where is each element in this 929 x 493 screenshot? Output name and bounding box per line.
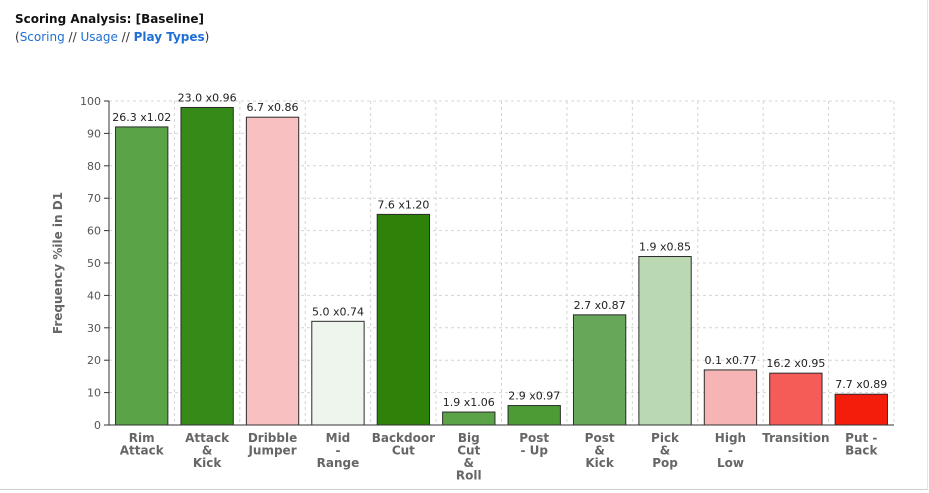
y-tick-label: 80 (87, 160, 101, 173)
x-tick-label: Attack (120, 444, 165, 458)
view-nav: (Scoring // Usage // Play Types) (15, 28, 209, 46)
data-label: 7.6 x1.20 (377, 198, 429, 211)
bar (703, 369, 758, 426)
chart-header: Scoring Analysis: [Baseline] (Scoring //… (15, 10, 209, 46)
x-tick-label: Kick (193, 456, 223, 470)
y-tick-label: 70 (87, 192, 101, 205)
data-label: 1.9 x0.85 (639, 241, 691, 254)
x-tick-label: Pick (651, 431, 680, 445)
y-tick-label: 90 (87, 127, 101, 140)
y-tick-label: 0 (94, 419, 101, 432)
x-tick-label: - Up (520, 444, 548, 458)
x-tick-label: & (464, 456, 474, 470)
x-tick-label: Kick (585, 456, 615, 470)
bar (834, 393, 888, 426)
bar (572, 314, 627, 426)
bar (507, 405, 561, 426)
x-tick-label: Low (717, 456, 744, 470)
bar (115, 126, 169, 426)
data-label: 5.0 x0.74 (312, 305, 364, 318)
x-tick-label: & (202, 444, 212, 458)
y-tick-label: 40 (87, 289, 101, 302)
x-tick-label: Roll (456, 469, 482, 483)
x-tick-label: Dribble (248, 431, 297, 445)
data-label: 16.2 x0.95 (766, 357, 825, 370)
y-tick-label: 10 (87, 387, 101, 400)
x-tick-label: Mid (326, 431, 351, 445)
x-tick-label: Big (458, 431, 480, 445)
y-axis-title: Frequency %ile in D1 (51, 192, 65, 334)
x-tick-label: Rim (129, 431, 155, 445)
x-tick-label: Cut (392, 444, 415, 458)
x-tick-label: - (335, 444, 340, 458)
x-tick-label: Post (585, 431, 615, 445)
x-tick-label: Cut (457, 444, 480, 458)
x-tick-label: Post (519, 431, 549, 445)
nav-link-play-types[interactable]: Play Types (133, 30, 205, 44)
nav-open-paren: ( (15, 30, 20, 44)
nav-separator: // (64, 30, 81, 44)
bar (311, 320, 365, 426)
bar (442, 411, 496, 426)
x-tick-label: Back (845, 444, 878, 458)
x-tick-label: Transition (762, 431, 829, 445)
nav-separator: // (117, 30, 134, 44)
data-label: 23.0 x0.96 (178, 91, 237, 104)
x-tick-label: Backdoor (372, 431, 435, 445)
nav-link-scoring[interactable]: Scoring (19, 30, 65, 44)
bar (245, 116, 300, 426)
data-label: 2.7 x0.87 (574, 299, 626, 312)
data-label: 0.1 x0.77 (704, 354, 756, 367)
bar (769, 372, 823, 426)
data-label: 26.3 x1.02 (112, 111, 171, 124)
y-tick-label: 60 (87, 225, 101, 238)
x-tick-label: High (715, 431, 746, 445)
data-label: 6.7 x0.86 (247, 101, 299, 114)
x-tick-label: Attack (185, 431, 230, 445)
bar (376, 213, 431, 426)
bar (638, 256, 692, 426)
x-tick-label: & (660, 444, 670, 458)
y-tick-label: 30 (87, 322, 101, 335)
bar (180, 106, 234, 426)
x-tick-label: Put - (845, 431, 877, 445)
data-label: 1.9 x1.06 (443, 396, 495, 409)
x-tick-label: Jumper (247, 444, 296, 458)
page-title: Scoring Analysis: [Baseline] (15, 12, 204, 26)
x-tick-label: & (594, 444, 604, 458)
y-tick-label: 50 (87, 257, 101, 270)
x-tick-label: Pop (652, 456, 678, 470)
x-tick-label: Range (317, 456, 360, 470)
x-tick-label: - (728, 444, 733, 458)
y-tick-label: 20 (87, 354, 101, 367)
nav-link-usage[interactable]: Usage (80, 30, 118, 44)
data-label: 7.7 x0.89 (835, 378, 887, 391)
nav-close-paren: ) (204, 30, 210, 44)
y-tick-label: 100 (80, 95, 101, 108)
data-label: 2.9 x0.97 (508, 390, 560, 403)
